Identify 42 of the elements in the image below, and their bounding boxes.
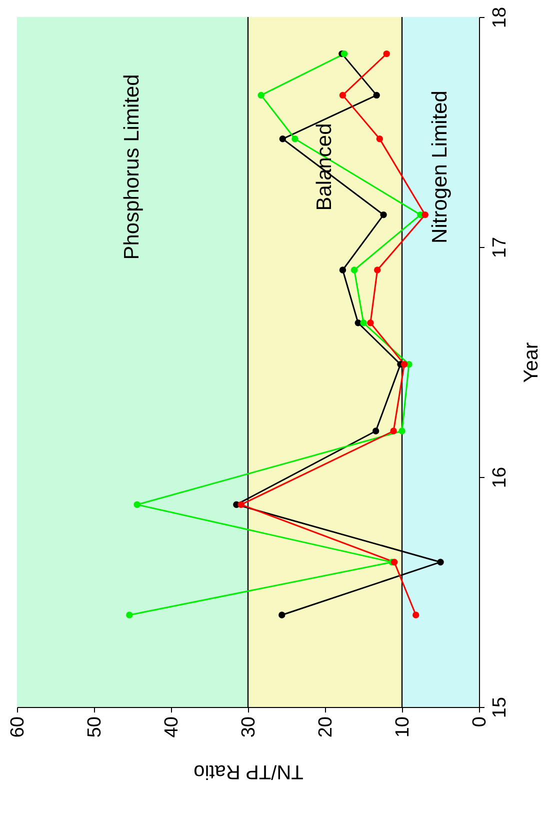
x-tick-label: 40	[162, 716, 182, 738]
y-axis-title: Year	[520, 342, 542, 383]
point	[339, 92, 346, 99]
x-tick-label: 20	[316, 716, 336, 738]
point	[390, 428, 397, 434]
band-label: Phosphorus Limited	[120, 74, 144, 260]
x-axis-title: TN/TP Ratio	[194, 760, 304, 783]
x-tick-label: 0	[470, 716, 490, 728]
point	[258, 92, 264, 99]
x-tick-label: 30	[238, 716, 260, 738]
point	[422, 211, 428, 218]
point	[126, 612, 133, 618]
x-tick-label: 60	[8, 716, 28, 738]
point	[372, 428, 380, 434]
point	[374, 266, 381, 274]
point	[373, 92, 380, 99]
point	[360, 320, 367, 326]
x-tick-label: 50	[84, 716, 106, 738]
point	[367, 320, 374, 326]
point	[279, 136, 286, 142]
point	[134, 501, 140, 508]
point	[390, 558, 398, 566]
point	[339, 266, 346, 274]
point	[340, 50, 348, 58]
y-tick-label: 18	[490, 6, 510, 28]
y-tick-label: 15	[490, 696, 510, 718]
point	[376, 136, 384, 142]
x-tick-label: 10	[392, 716, 414, 738]
point	[400, 360, 408, 368]
point	[292, 136, 298, 142]
band-label: Nitrogen Limited	[428, 90, 452, 244]
point	[398, 428, 406, 434]
point	[380, 211, 387, 218]
point	[412, 612, 420, 618]
y-tick-label: 17	[490, 236, 510, 258]
y-tick-label: 16	[490, 466, 510, 488]
point	[278, 612, 286, 618]
point	[238, 501, 244, 508]
point	[383, 50, 390, 58]
point	[437, 558, 444, 566]
point	[350, 266, 358, 274]
band-label: Balanced	[313, 123, 336, 211]
